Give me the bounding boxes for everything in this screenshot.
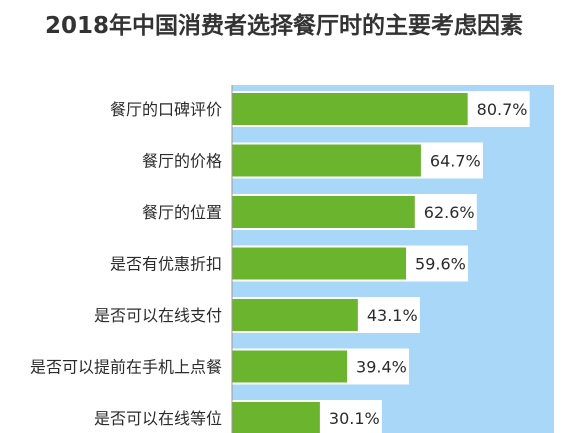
category-label: 餐厅的口碑评价 <box>110 100 222 119</box>
bar <box>232 247 407 280</box>
bar <box>232 196 415 228</box>
category-label: 是否可以在线等位 <box>94 409 222 428</box>
value-label: 59.6% <box>415 255 466 274</box>
bar <box>232 299 358 331</box>
category-label: 餐厅的价格 <box>142 152 222 171</box>
value-label: 64.7% <box>430 152 481 171</box>
category-label: 是否可以在线支付 <box>94 306 222 325</box>
bar <box>232 93 468 125</box>
category-label: 是否有优惠折扣 <box>110 255 222 274</box>
value-label: 39.4% <box>356 358 407 377</box>
value-label: 30.1% <box>329 409 380 428</box>
bar <box>232 402 320 433</box>
value-label: 80.7% <box>477 100 528 119</box>
chart-title: 2018年中国消费者选择餐厅时的主要考虑因素 <box>44 13 523 39</box>
bar <box>232 144 421 177</box>
bar <box>232 350 348 383</box>
category-label: 是否可以提前在手机上点餐 <box>30 358 222 377</box>
value-label: 62.6% <box>424 203 475 222</box>
value-label: 43.1% <box>367 306 418 325</box>
category-label: 餐厅的位置 <box>142 203 222 222</box>
